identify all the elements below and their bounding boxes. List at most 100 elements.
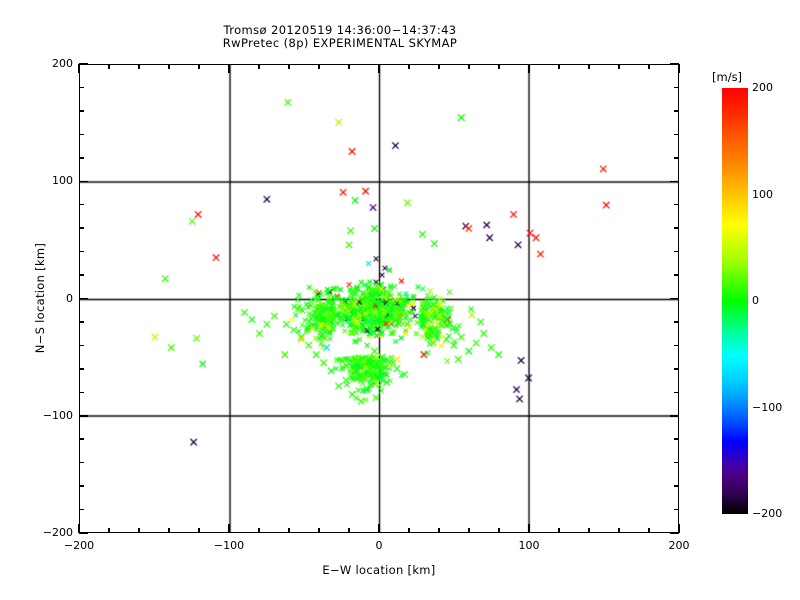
y-tick-right bbox=[674, 133, 679, 136]
x-tick-top bbox=[528, 64, 530, 73]
y-tick-left bbox=[79, 344, 84, 347]
x-tick-top bbox=[378, 64, 380, 73]
x-tick-top bbox=[648, 64, 650, 69]
x-tick-top bbox=[168, 64, 170, 69]
x-tick-top bbox=[318, 64, 320, 69]
x-tick-bottom bbox=[648, 528, 650, 533]
y-tick-left bbox=[79, 133, 84, 136]
y-tick-right bbox=[674, 485, 679, 487]
y-tick-right bbox=[674, 321, 679, 323]
x-tick-top bbox=[108, 64, 110, 69]
y-tick-label: −200 bbox=[42, 526, 73, 539]
x-tick-bottom bbox=[198, 528, 200, 533]
x-tick-bottom bbox=[678, 524, 680, 533]
x-tick-top bbox=[468, 64, 470, 69]
x-tick-bottom bbox=[528, 524, 530, 533]
y-tick-right bbox=[670, 532, 679, 534]
colorbar-tick-label: 0 bbox=[752, 294, 759, 307]
y-tick-right bbox=[670, 297, 679, 300]
x-tick-top bbox=[198, 64, 200, 69]
y-tick-right bbox=[674, 391, 679, 394]
plot-title-line-2: RwPretec (8p) EXPERIMENTAL SKYMAP bbox=[222, 36, 458, 50]
y-tick-label: 200 bbox=[52, 57, 73, 70]
y-tick-right bbox=[674, 274, 679, 276]
y-tick-left bbox=[79, 438, 84, 440]
x-tick-bottom bbox=[498, 528, 500, 533]
x-tick-label: −200 bbox=[63, 539, 95, 552]
x-tick-bottom bbox=[108, 528, 110, 533]
y-tick-right bbox=[670, 63, 679, 65]
y-tick-right bbox=[674, 368, 679, 370]
plot-title-line-1: Tromsø 20120519 14:36:00−14:37:43 bbox=[223, 23, 457, 37]
y-tick-left bbox=[79, 63, 88, 65]
x-tick-bottom bbox=[288, 528, 290, 533]
plot-area bbox=[79, 64, 679, 533]
y-tick-right bbox=[670, 415, 679, 417]
x-tick-bottom bbox=[78, 524, 80, 533]
x-tick-bottom bbox=[138, 528, 140, 533]
y-tick-right bbox=[674, 344, 679, 347]
x-tick-bottom bbox=[318, 528, 320, 533]
y-tick-left bbox=[79, 274, 84, 276]
y-tick-left bbox=[79, 110, 84, 112]
x-tick-label: 0 bbox=[375, 539, 383, 552]
y-tick-right bbox=[674, 203, 679, 206]
y-tick-right bbox=[674, 110, 679, 112]
y-tick-left bbox=[79, 180, 88, 182]
y-tick-right bbox=[674, 157, 679, 159]
y-tick-label: −100 bbox=[42, 408, 73, 422]
y-tick-left bbox=[79, 485, 84, 487]
x-tick-bottom bbox=[348, 528, 350, 533]
x-tick-bottom bbox=[258, 528, 260, 533]
x-tick-top bbox=[78, 64, 80, 73]
y-tick-left bbox=[79, 508, 84, 511]
y-tick-left bbox=[79, 391, 84, 394]
y-tick-right bbox=[674, 86, 679, 89]
x-tick-bottom bbox=[438, 528, 440, 533]
colorbar-tick-label: 200 bbox=[752, 81, 773, 94]
x-axis-title: E−W location [km] bbox=[322, 563, 436, 577]
x-tick-top bbox=[438, 64, 440, 69]
colorbar-tick-label: 100 bbox=[752, 187, 773, 201]
x-tick-bottom bbox=[588, 528, 590, 533]
y-tick-left bbox=[79, 86, 84, 89]
x-tick-top bbox=[498, 64, 500, 69]
plot-title: Tromsø 20120519 14:36:00−14:37:43 RwPret… bbox=[0, 24, 680, 50]
x-tick-top bbox=[408, 64, 410, 69]
y-tick-right bbox=[674, 461, 679, 464]
x-tick-top bbox=[288, 64, 290, 69]
x-tick-bottom bbox=[618, 528, 620, 533]
x-tick-top bbox=[678, 64, 680, 73]
y-tick-left bbox=[79, 532, 88, 534]
y-tick-left bbox=[79, 227, 84, 229]
colorbar-tick-label: −200 bbox=[752, 507, 783, 520]
y-tick-label: 100 bbox=[52, 174, 73, 188]
y-tick-left bbox=[79, 203, 84, 206]
x-tick-bottom bbox=[378, 524, 380, 533]
x-tick-top bbox=[258, 64, 260, 69]
x-tick-top bbox=[558, 64, 560, 69]
y-tick-right bbox=[674, 227, 679, 229]
colorbar bbox=[722, 88, 748, 514]
y-tick-right bbox=[674, 438, 679, 440]
x-tick-top bbox=[348, 64, 350, 69]
x-tick-top bbox=[138, 64, 140, 69]
x-tick-bottom bbox=[228, 524, 230, 533]
y-axis-title: N−S location [km] bbox=[33, 242, 47, 354]
x-tick-top bbox=[588, 64, 590, 69]
colorbar-unit-label: [m/s] bbox=[712, 70, 743, 84]
x-tick-bottom bbox=[468, 528, 470, 533]
colorbar-tick-label: −100 bbox=[752, 400, 783, 414]
x-tick-label: −100 bbox=[213, 539, 245, 552]
y-tick-left bbox=[79, 157, 84, 159]
colorbar-gradient bbox=[722, 88, 748, 514]
x-tick-bottom bbox=[558, 528, 560, 533]
x-tick-label: 200 bbox=[668, 539, 690, 552]
y-tick-left bbox=[79, 297, 88, 300]
scatter-canvas bbox=[80, 65, 678, 532]
x-tick-label: 100 bbox=[518, 539, 540, 552]
y-tick-right bbox=[670, 180, 679, 182]
y-tick-left bbox=[79, 250, 84, 253]
y-tick-right bbox=[674, 250, 679, 253]
y-tick-left bbox=[79, 415, 88, 417]
